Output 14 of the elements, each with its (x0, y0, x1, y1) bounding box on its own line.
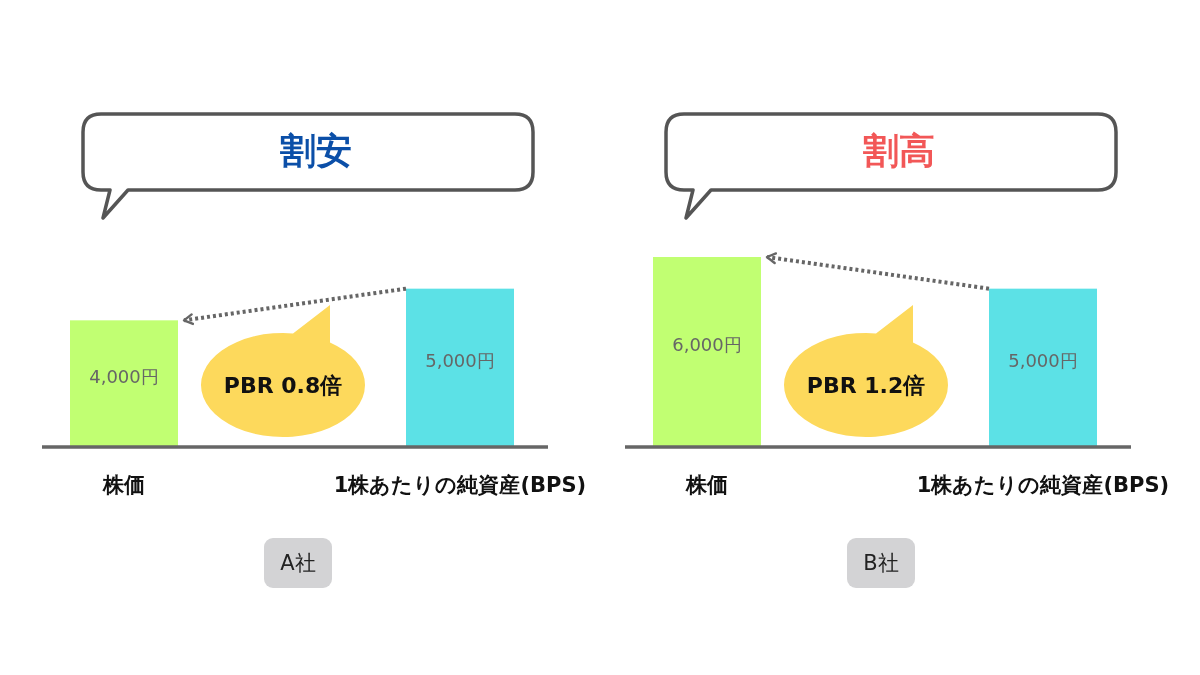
data-label: 6,000円 (672, 334, 742, 355)
data-label: 5,000円 (1008, 349, 1078, 371)
chart-title: 割高 (863, 130, 935, 171)
text: B社 (863, 551, 899, 575)
x-tick-label: 株価 (685, 473, 728, 497)
x-tick-label: 株価 (102, 473, 145, 497)
data-label: 4,000円 (89, 365, 159, 387)
x-tick-label: 1株あたりの純資産(BPS) (333, 473, 587, 497)
annotation: PBR 0.8倍 (223, 373, 343, 398)
x-tick-label: 1株あたりの純資産(BPS) (916, 473, 1170, 497)
chart-title: 割安 (280, 130, 352, 171)
text: A社 (280, 551, 316, 575)
data-label: 5,000円 (425, 349, 495, 371)
annotation: PBR 1.2倍 (806, 373, 926, 398)
